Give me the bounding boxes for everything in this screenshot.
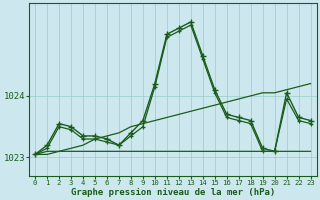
X-axis label: Graphe pression niveau de la mer (hPa): Graphe pression niveau de la mer (hPa)	[71, 188, 275, 197]
